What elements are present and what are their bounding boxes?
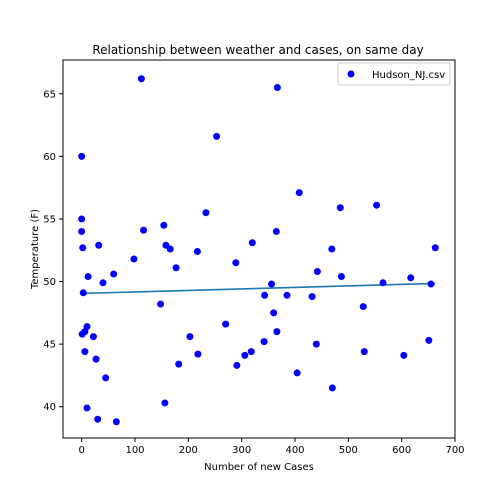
x-tick-label: 300 xyxy=(232,445,251,456)
data-point xyxy=(260,338,268,346)
data-point xyxy=(94,415,102,423)
data-point xyxy=(161,399,169,407)
data-point xyxy=(110,270,118,278)
data-point xyxy=(328,245,336,253)
data-point xyxy=(78,215,86,223)
data-point xyxy=(160,221,168,229)
x-tick-label: 500 xyxy=(339,445,358,456)
data-point xyxy=(140,226,148,234)
data-point xyxy=(81,348,89,356)
data-point xyxy=(248,239,256,247)
x-tick-label: 700 xyxy=(445,445,464,456)
x-axis: 0 100 200 300 400 500 600 700 xyxy=(78,438,465,456)
x-axis-label: Number of new Cases xyxy=(204,462,314,473)
data-point xyxy=(270,309,278,317)
data-point xyxy=(95,241,103,249)
data-point xyxy=(213,132,221,140)
legend-marker xyxy=(347,70,355,78)
data-point xyxy=(130,255,138,263)
data-point xyxy=(102,374,110,382)
data-point xyxy=(241,351,249,359)
data-point xyxy=(247,348,255,356)
y-tick-label: 45 xyxy=(43,340,56,351)
data-point xyxy=(222,320,230,328)
data-point xyxy=(112,418,120,426)
data-point xyxy=(273,84,281,92)
data-point xyxy=(308,293,316,301)
data-point xyxy=(272,227,280,235)
data-point xyxy=(261,291,269,299)
x-tick-label: 400 xyxy=(285,445,304,456)
data-point xyxy=(157,300,165,308)
data-point xyxy=(194,350,202,358)
x-tick-label: 100 xyxy=(125,445,144,456)
data-point xyxy=(172,264,180,272)
data-point xyxy=(99,279,107,287)
trendline-layer xyxy=(81,282,436,295)
data-point xyxy=(313,268,321,276)
y-axis: 40 45 50 55 60 65 xyxy=(43,89,63,413)
data-point xyxy=(137,75,145,83)
data-point xyxy=(175,360,183,368)
data-point xyxy=(166,245,174,253)
legend-label: Hudson_NJ.csv xyxy=(372,70,445,81)
trendline xyxy=(81,282,436,295)
plot-area xyxy=(62,59,456,439)
chart-title: Relationship between weather and cases, … xyxy=(92,43,423,57)
data-point xyxy=(83,323,91,331)
data-point xyxy=(202,209,210,217)
data-point xyxy=(312,340,320,348)
y-tick-label: 55 xyxy=(43,214,56,225)
y-tick-label: 40 xyxy=(43,402,56,413)
data-point xyxy=(360,348,368,356)
data-point xyxy=(78,227,86,235)
data-point xyxy=(79,244,87,252)
data-point xyxy=(83,404,91,412)
points-layer xyxy=(78,75,439,426)
data-point xyxy=(79,289,87,297)
data-point xyxy=(400,351,408,359)
data-point xyxy=(232,259,240,267)
plot-frame xyxy=(62,59,456,439)
legend: Hudson_NJ.csv xyxy=(337,62,451,86)
data-point xyxy=(425,336,433,344)
data-point xyxy=(407,274,415,282)
data-point xyxy=(295,189,303,197)
y-tick-label: 60 xyxy=(43,152,56,163)
data-point xyxy=(283,291,291,299)
data-point xyxy=(359,303,367,311)
y-tick-label: 50 xyxy=(43,277,56,288)
data-point xyxy=(273,328,281,336)
data-point xyxy=(186,333,194,341)
data-point xyxy=(78,152,86,160)
data-point xyxy=(431,244,439,252)
x-tick-label: 200 xyxy=(179,445,198,456)
data-point xyxy=(293,369,301,377)
data-point xyxy=(328,384,336,392)
y-tick-label: 65 xyxy=(43,89,56,100)
data-point xyxy=(89,333,97,341)
x-tick-label: 600 xyxy=(392,445,411,456)
data-point xyxy=(337,273,345,281)
data-point xyxy=(233,361,241,369)
data-point xyxy=(336,204,344,212)
data-point xyxy=(84,273,92,281)
x-tick-label: 0 xyxy=(78,445,84,456)
data-point xyxy=(379,279,387,287)
legend-box xyxy=(337,62,451,86)
data-point xyxy=(373,201,381,209)
data-point xyxy=(92,355,100,363)
data-point xyxy=(268,280,276,288)
data-point xyxy=(193,248,201,256)
y-axis-label: Temperature (F) xyxy=(30,209,41,290)
data-point xyxy=(427,280,435,288)
